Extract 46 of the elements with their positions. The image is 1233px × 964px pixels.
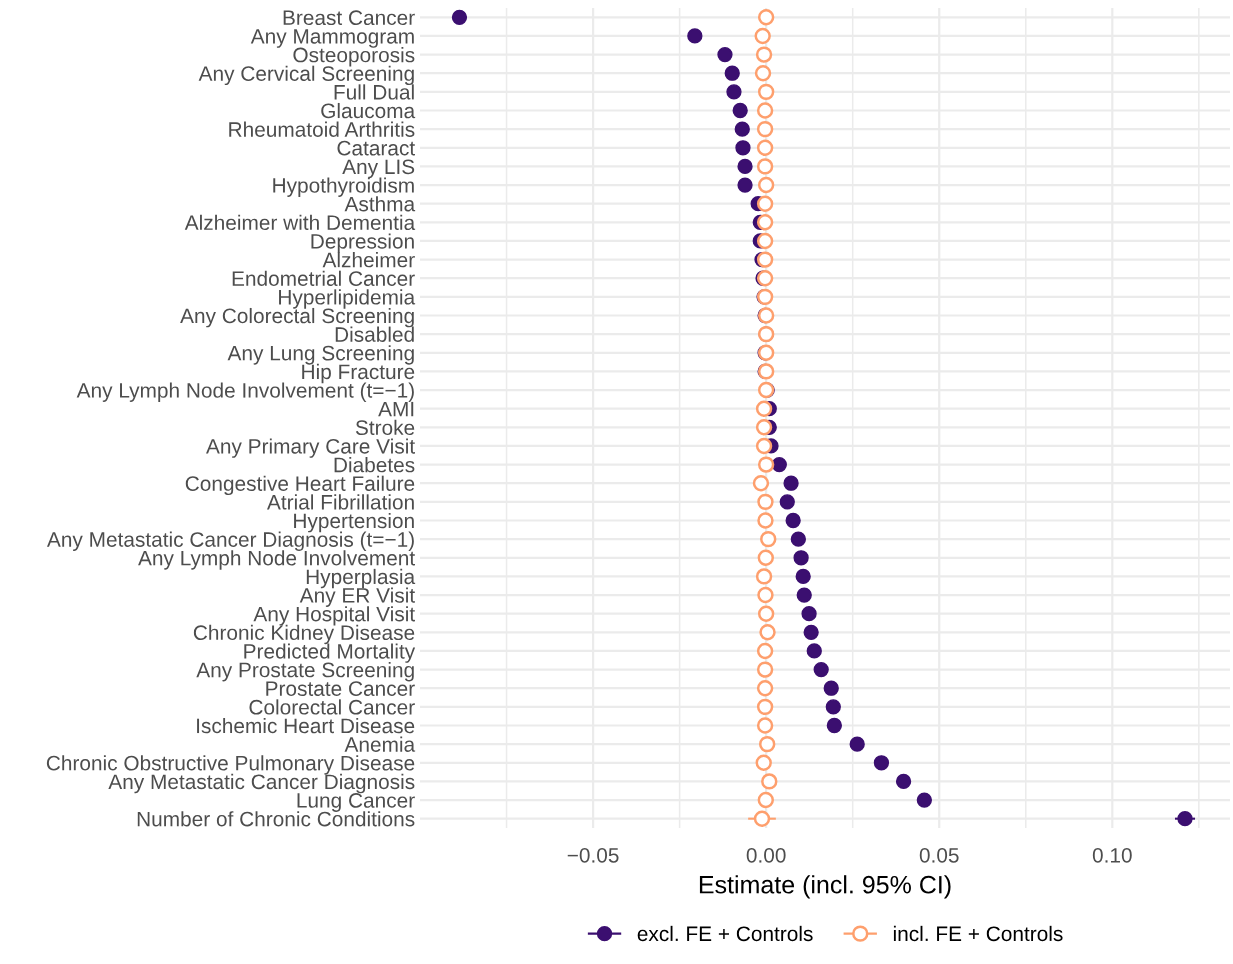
y-tick-label: Alzheimer <box>322 252 415 268</box>
y-tick-label: Rheumatoid Arthritis <box>229 121 415 137</box>
y-tick-label: Prostate Cancer <box>266 681 415 696</box>
y-tick-label: Any Metastatic Cancer Diagnosis <box>108 773 415 794</box>
y-tick-label: Any ER Visit <box>299 587 415 607</box>
y-tick-label: Anemia <box>344 736 416 752</box>
y-tick-label: Disabled <box>335 326 414 342</box>
y-tick-label: Stroke <box>355 419 415 436</box>
y-tick-label: Cataract <box>337 140 415 156</box>
legend-label: excl. FE + Controls <box>637 925 813 942</box>
y-tick-label: Atrial Fibrillation <box>266 494 414 510</box>
legend-label: incl. FE + Controls <box>893 925 1063 942</box>
y-tick-label: Lung Cancer <box>297 793 415 812</box>
y-tick-label: Endometrial Cancer <box>232 270 415 286</box>
y-tick-label: Depression <box>311 233 414 253</box>
y-tick-label: Hyperlipidemia <box>279 289 416 309</box>
y-tick-label: Full Dual <box>334 84 414 100</box>
y-tick-label: Ischemic Heart Disease <box>197 717 415 734</box>
x-axis-title: Estimate (incl. 95% CI) <box>699 875 951 899</box>
y-tick-label: Any Lung Screening <box>227 345 414 365</box>
x-tick-label: −0.05 <box>567 847 619 863</box>
x-tick-label: 0.10 <box>1092 847 1132 863</box>
y-tick-label: Number of Chronic Conditions <box>137 811 415 827</box>
y-tick-label: AMI <box>378 401 414 417</box>
y-tick-label: Any Primary Care Visit <box>206 438 415 458</box>
y-tick-label: Hyperplasia <box>306 568 416 589</box>
x-tick-label: 0.00 <box>746 847 786 863</box>
y-tick-label: Asthma <box>344 196 416 212</box>
y-tick-label: Any Colorectal Screening <box>180 307 414 328</box>
y-tick-label: Any Prostate Screening <box>196 662 414 682</box>
y-tick-label: Predicted Mortality <box>244 643 416 663</box>
y-tick-label: Any Lymph Node Involvement <box>138 550 415 570</box>
y-tick-label: Diabetes <box>334 457 415 473</box>
y-tick-label: Any Lymph Node Involvement (t=−1) <box>76 382 414 402</box>
y-tick-label: Chronic Obstructive Pulmonary Disease <box>46 755 415 775</box>
y-tick-label: Breast Cancer <box>283 10 415 26</box>
y-tick-label: Hypothyroidism <box>273 177 414 197</box>
y-tick-label: Osteoporosis <box>293 47 415 67</box>
y-tick-label: Glaucoma <box>321 102 416 119</box>
y-tick-label: Hypertension <box>294 512 414 533</box>
x-tick-label: 0.05 <box>919 847 959 863</box>
y-tick-label: Any Hospital Visit <box>253 606 415 626</box>
y-tick-label: Any Mammogram <box>250 29 414 48</box>
y-tick-label: Any Cervical Screening <box>198 65 414 86</box>
y-tick-label: Colorectal Cancer <box>249 699 415 715</box>
y-tick-label: Alzheimer with Dementia <box>184 214 416 231</box>
